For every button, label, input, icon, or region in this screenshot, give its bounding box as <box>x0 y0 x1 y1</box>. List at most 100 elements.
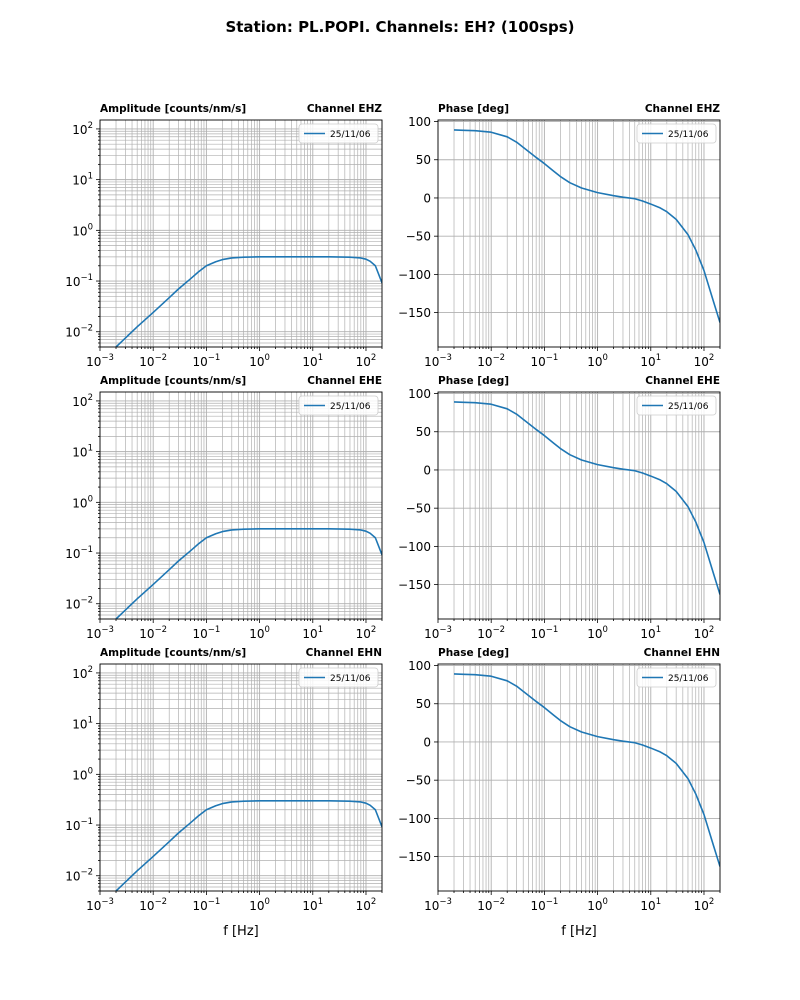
x-tick-label: 102 <box>694 897 715 913</box>
y-tick-label: 10−2 <box>65 324 93 340</box>
legend-label: 25/11/06 <box>668 130 709 140</box>
y-tick-label: 10−1 <box>65 273 93 289</box>
y-tick-label: 101 <box>72 172 93 188</box>
x-tick-label: 10−1 <box>530 353 558 369</box>
x-tick-label: 10−3 <box>424 897 452 913</box>
x-tick-label: 10−1 <box>192 625 220 641</box>
legend: 25/11/06 <box>298 395 379 416</box>
y-tick-label: 100 <box>408 659 431 673</box>
x-tick-label: 10−3 <box>86 353 114 369</box>
legend: 25/11/06 <box>636 123 717 144</box>
y-tick-label: −50 <box>406 774 431 788</box>
series-line-amp-ehn <box>115 800 382 891</box>
x-tick-label: 102 <box>356 897 377 913</box>
x-tick-label: 10−1 <box>530 897 558 913</box>
x-tick-label: 100 <box>249 897 270 913</box>
x-tick-label: 10−2 <box>477 897 505 913</box>
panel-title-right: Channel EHZ <box>307 103 383 115</box>
x-tick-label: 100 <box>587 353 608 369</box>
figure-title: Station: PL.POPI. Channels: EH? (100sps) <box>225 18 574 36</box>
panel-title-right: Channel EHE <box>307 375 382 387</box>
panel-title-left: Amplitude [counts/nm/s] <box>100 375 246 387</box>
series-line-phase-ehz <box>453 129 720 323</box>
axes-frame <box>437 663 721 892</box>
y-tick-label: 100 <box>72 222 93 238</box>
y-tick-label: 50 <box>416 697 431 711</box>
y-tick-label: 100 <box>72 766 93 782</box>
y-tick-label: 100 <box>408 115 431 129</box>
y-tick-label: 100 <box>72 494 93 510</box>
y-tick-label: −150 <box>398 578 431 592</box>
x-tick-label: 100 <box>249 353 270 369</box>
y-tick-label: 10−2 <box>65 868 93 884</box>
series-line-amp-ehz <box>115 256 382 347</box>
y-tick-label: 102 <box>72 665 93 681</box>
y-tick-label: 50 <box>416 153 431 167</box>
series-line-amp-ehe <box>115 528 382 619</box>
panel-title-left: Phase [deg] <box>438 375 509 387</box>
y-tick-label: 10−2 <box>65 596 93 612</box>
x-tick-label: 100 <box>249 625 270 641</box>
series-line-phase-ehe <box>453 401 720 595</box>
y-tick-label: −150 <box>398 306 431 320</box>
x-tick-label: 101 <box>302 897 323 913</box>
panel-phase-ehz: 10−3 10−2 10−1 100 101 102 100 50 0 −50 −100 −150 Ph… <box>398 103 721 369</box>
axes-frame <box>437 391 721 620</box>
legend: 25/11/06 <box>298 123 379 144</box>
x-tick-label: 10−2 <box>477 625 505 641</box>
y-tick-label: −100 <box>398 540 431 554</box>
y-tick-label: 100 <box>408 387 431 401</box>
x-axis-label: f [Hz] <box>561 924 596 939</box>
legend-label: 25/11/06 <box>668 402 709 412</box>
panel-title-left: Phase [deg] <box>438 103 509 115</box>
x-tick-label: 10−3 <box>424 353 452 369</box>
panel-amp-ehe: 10−3 10−2 10−1 100 101 102 10−2 10−1 100 101 102 Am… <box>65 375 383 641</box>
y-tick-label: 10−1 <box>65 817 93 833</box>
legend-label: 25/11/06 <box>668 674 709 684</box>
y-tick-label: −100 <box>398 812 431 826</box>
x-tick-label: 10−3 <box>424 625 452 641</box>
panel-title-right: Channel EHN <box>306 647 382 659</box>
x-axis-label: f [Hz] <box>223 924 258 939</box>
x-tick-label: 10−2 <box>477 353 505 369</box>
y-tick-label: 101 <box>72 444 93 460</box>
y-tick-label: −50 <box>406 502 431 516</box>
x-tick-label: 101 <box>640 625 661 641</box>
legend: 25/11/06 <box>636 395 717 416</box>
panel-title-right: Channel EHE <box>645 375 720 387</box>
x-tick-label: 101 <box>640 897 661 913</box>
panel-title-left: Amplitude [counts/nm/s] <box>100 103 246 115</box>
y-tick-label: 102 <box>72 121 93 137</box>
x-tick-label: 10−3 <box>86 625 114 641</box>
y-tick-label: 102 <box>72 393 93 409</box>
x-tick-label: 10−2 <box>139 353 167 369</box>
x-tick-label: 10−1 <box>530 625 558 641</box>
legend-box <box>636 395 717 416</box>
y-tick-label: 10−1 <box>65 545 93 561</box>
y-tick-label: 0 <box>423 463 431 477</box>
axes-frame <box>99 391 383 620</box>
x-tick-label: 10−2 <box>139 625 167 641</box>
x-tick-label: 100 <box>587 897 608 913</box>
y-tick-label: 50 <box>416 425 431 439</box>
legend: 25/11/06 <box>636 667 717 688</box>
legend-label: 25/11/06 <box>330 402 371 412</box>
axes-frame <box>437 119 721 348</box>
x-tick-label: 102 <box>356 353 377 369</box>
panel-amp-ehz: 10−3 10−2 10−1 100 101 102 10−2 10−1 100 101 102 Am… <box>65 103 383 369</box>
x-tick-label: 102 <box>694 353 715 369</box>
legend-label: 25/11/06 <box>330 130 371 140</box>
y-tick-label: 0 <box>423 191 431 205</box>
axes-frame <box>99 119 383 348</box>
legend-box <box>298 667 379 688</box>
panel-title-left: Phase [deg] <box>438 647 509 659</box>
legend-box <box>636 123 717 144</box>
panel-phase-ehn: 10−3 10−2 10−1 100 101 102 100 50 0 −50 −100 −150 Ph… <box>398 647 721 939</box>
legend-box <box>636 667 717 688</box>
panel-phase-ehe: 10−3 10−2 10−1 100 101 102 100 50 0 −50 −100 −150 Ph… <box>398 375 721 641</box>
panel-title-right: Channel EHN <box>644 647 720 659</box>
y-tick-label: −50 <box>406 230 431 244</box>
x-tick-label: 100 <box>587 625 608 641</box>
panel-title-left: Amplitude [counts/nm/s] <box>100 647 246 659</box>
